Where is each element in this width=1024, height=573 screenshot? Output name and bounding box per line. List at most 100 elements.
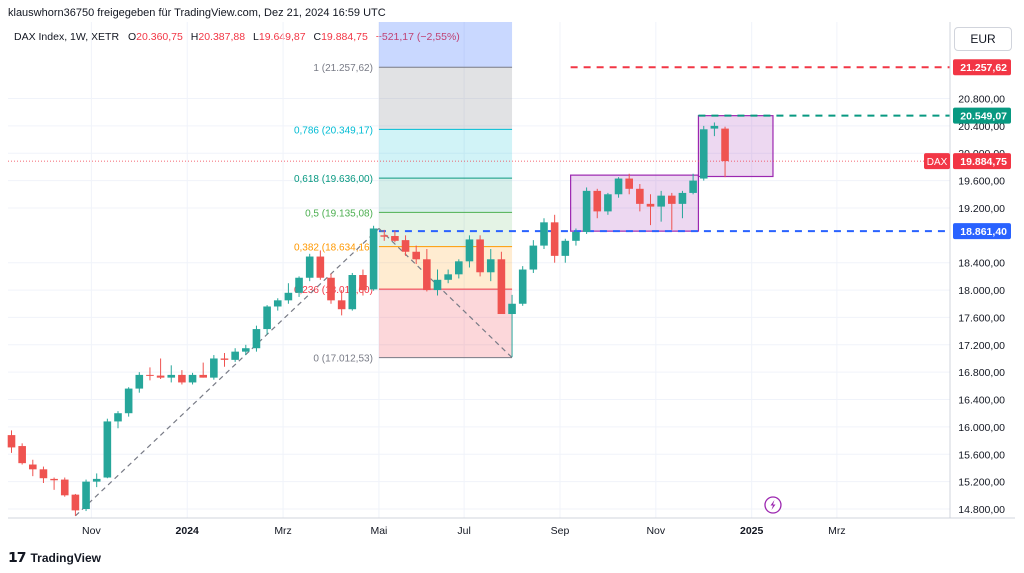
y-tick-label: 16.800,00 [958, 367, 1005, 379]
candle-body [114, 413, 122, 422]
x-tick-label: 2025 [740, 525, 764, 537]
candle-body [188, 374, 197, 383]
highlight-rectangle [570, 174, 700, 232]
candle-body [369, 228, 378, 290]
fib-level-label: 0 (17.012,53) [313, 354, 373, 365]
candle-body [103, 421, 112, 478]
price-tag-label: 21.257,62 [960, 62, 1007, 74]
candle-body [263, 306, 271, 330]
y-tick-label: 15.600,00 [958, 449, 1005, 461]
candle-body [39, 469, 48, 479]
candle-body [550, 222, 559, 256]
symbol-tag-label: DAX [927, 157, 948, 168]
candle-body [210, 358, 218, 378]
candle-body [135, 374, 144, 389]
y-tick-label: 18.000,00 [958, 285, 1005, 297]
candle-body [252, 329, 261, 349]
symbol-tag-bg [924, 153, 950, 170]
candle-body [295, 277, 303, 293]
y-tick-label: 15.200,00 [958, 477, 1005, 489]
candle-body [604, 194, 612, 212]
low-value: 19.649,87 [258, 31, 306, 43]
y-tick-label: 19.200,00 [958, 203, 1005, 215]
footer-brand: 𝟭𝟳 TradingView [8, 549, 101, 566]
candle-body [699, 129, 708, 179]
candle-body [156, 375, 165, 378]
candle-body [18, 446, 26, 464]
date-range-band [378, 22, 513, 68]
candle-body [721, 128, 729, 162]
fib-zone [378, 67, 513, 130]
candle-body [124, 388, 133, 414]
high-value: 20.387,88 [198, 31, 246, 43]
close-key: C [313, 31, 322, 43]
candle-body [614, 178, 623, 195]
candle-body [220, 358, 229, 360]
ohlc-legend: DAX Index, 1W, XETR O20.360,75 H20.387,8… [14, 31, 465, 43]
y-tick-label: 19.600,00 [958, 176, 1005, 188]
fib-level-label: 0,382 (18.634,16) [294, 243, 373, 254]
candle-body [625, 178, 633, 189]
candle-body [50, 478, 58, 481]
change-value: −521,17 (−2,55%) [376, 31, 460, 43]
candle-body [433, 279, 442, 291]
candle-body [678, 192, 687, 204]
fib-zone [378, 129, 513, 179]
candle-body [348, 275, 357, 310]
candle-body [636, 188, 644, 204]
candle-body [423, 259, 431, 291]
candle-body [199, 374, 207, 378]
price-tag-label: 19.884,75 [960, 156, 1007, 168]
candle-body [71, 494, 80, 511]
tradingview-logo-icon: 𝟭𝟳 [8, 549, 27, 565]
candle-body [455, 261, 463, 275]
candle-body [646, 203, 655, 207]
candle-body [582, 190, 591, 232]
candle-body [60, 479, 69, 496]
fib-zone [378, 178, 513, 213]
candle-body [465, 239, 474, 262]
candle-body [305, 256, 314, 278]
candle-body [561, 240, 570, 256]
currency-button[interactable]: EUR [954, 27, 1012, 51]
price-tag-bg [953, 107, 1011, 124]
x-tick-label: Sep [551, 525, 570, 537]
candle-body [337, 300, 346, 310]
candle-body [29, 464, 37, 470]
candle-body [82, 481, 90, 509]
y-tick-label: 18.400,00 [958, 258, 1005, 270]
y-tick-label: 17.200,00 [958, 340, 1005, 352]
y-tick-label: 20.400,00 [958, 121, 1005, 133]
candle-body [710, 125, 719, 129]
candle-body [540, 222, 548, 246]
y-tick-label: 16.400,00 [958, 395, 1005, 407]
fib-level-label: 0,786 (20.349,17) [294, 125, 373, 136]
price-tag-bg [953, 223, 1011, 240]
candle-body [380, 235, 389, 237]
price-tag-label: 20.549,07 [960, 111, 1007, 123]
high-key: H [190, 31, 199, 43]
y-tick-label: 17.600,00 [958, 312, 1005, 324]
y-tick-label: 16.000,00 [958, 422, 1005, 434]
x-tick-label: Mrz [274, 525, 292, 537]
candle-body [167, 374, 176, 378]
candle-body [593, 190, 602, 212]
candle-body [529, 245, 538, 270]
candle-body [486, 259, 495, 273]
x-tick-label: Jul [457, 525, 470, 537]
fib-level-label: 1 (21.257,62) [313, 63, 373, 74]
fib-level-label: 0,618 (19.636,00) [294, 174, 373, 185]
close-value: 19.884,75 [321, 31, 368, 43]
y-tick-label: 14.800,00 [958, 504, 1005, 516]
candle-body [668, 195, 676, 204]
price-tag-label: 18.861,40 [960, 226, 1007, 238]
symbol-label[interactable]: DAX Index, 1W, XETR [14, 31, 120, 43]
x-tick-label: Mrz [828, 525, 846, 537]
open-value: 20.360,75 [136, 31, 183, 43]
candle-body [657, 195, 665, 207]
x-tick-label: Mai [370, 525, 387, 537]
share-header: klauswhorn36750 freigegeben für TradingV… [8, 7, 386, 19]
candle-body [391, 236, 399, 241]
candle-body [7, 435, 16, 448]
